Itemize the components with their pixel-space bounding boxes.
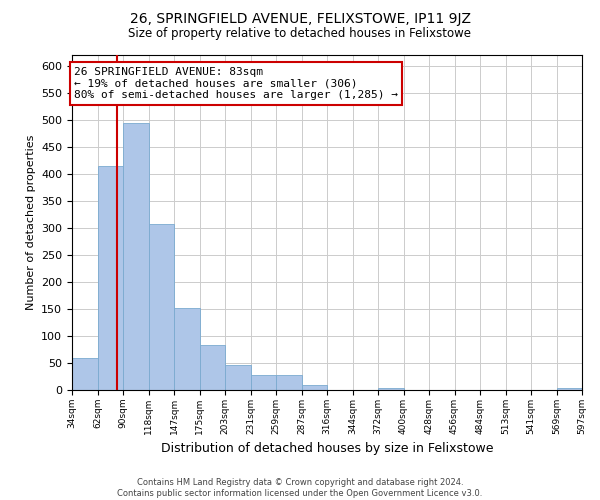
Bar bbox=[199, 345, 225, 390]
X-axis label: Distribution of detached houses by size in Felixstowe: Distribution of detached houses by size … bbox=[161, 442, 493, 456]
Bar bbox=[123, 122, 149, 390]
Text: Size of property relative to detached houses in Felixstowe: Size of property relative to detached ho… bbox=[128, 28, 472, 40]
Bar bbox=[302, 384, 327, 390]
Bar bbox=[72, 358, 97, 390]
Bar bbox=[557, 388, 582, 390]
Y-axis label: Number of detached properties: Number of detached properties bbox=[26, 135, 35, 310]
Bar bbox=[225, 365, 251, 390]
Bar bbox=[276, 376, 302, 390]
Text: Contains HM Land Registry data © Crown copyright and database right 2024.
Contai: Contains HM Land Registry data © Crown c… bbox=[118, 478, 482, 498]
Bar bbox=[378, 388, 404, 390]
Bar bbox=[97, 166, 123, 390]
Bar bbox=[174, 308, 199, 390]
Text: 26 SPRINGFIELD AVENUE: 83sqm
← 19% of detached houses are smaller (306)
80% of s: 26 SPRINGFIELD AVENUE: 83sqm ← 19% of de… bbox=[74, 67, 398, 100]
Bar bbox=[149, 224, 174, 390]
Text: 26, SPRINGFIELD AVENUE, FELIXSTOWE, IP11 9JZ: 26, SPRINGFIELD AVENUE, FELIXSTOWE, IP11… bbox=[130, 12, 470, 26]
Bar bbox=[251, 376, 276, 390]
